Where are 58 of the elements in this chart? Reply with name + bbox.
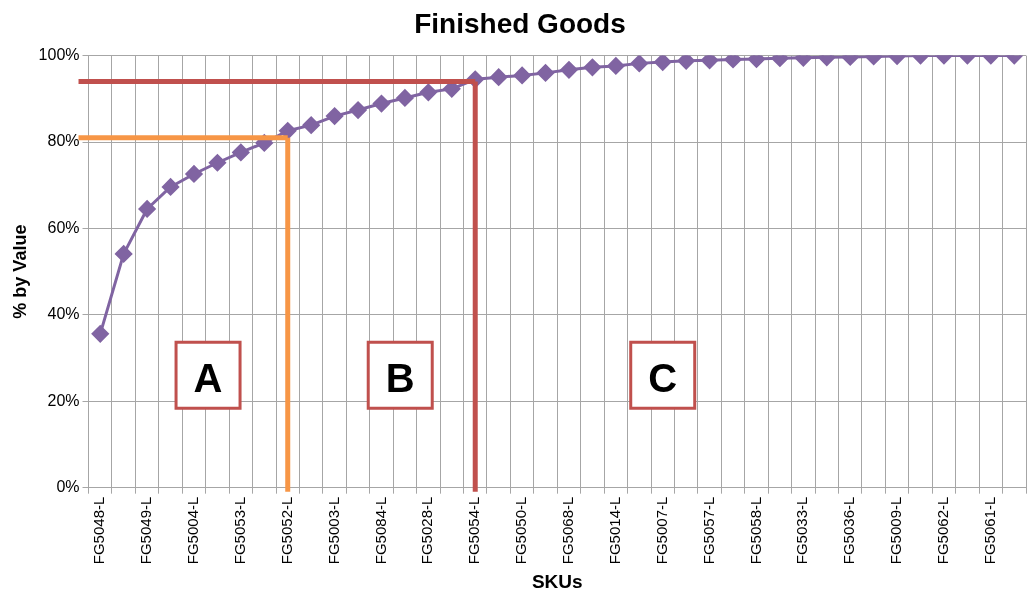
point: [537, 64, 555, 82]
x-tick-label: FG5028-L: [418, 496, 436, 565]
point: [279, 122, 297, 140]
point: [724, 55, 742, 68]
annotation: C: [648, 356, 678, 401]
point: [560, 61, 578, 79]
point: [162, 178, 180, 196]
y-tick-label: 80%: [47, 132, 80, 150]
point: [349, 101, 367, 119]
point: [630, 55, 648, 72]
chart-title: Finished Goods: [414, 7, 626, 39]
point: [419, 83, 437, 101]
point: [232, 143, 250, 161]
y-tick-label: 20%: [47, 391, 80, 409]
x-tick-label: FG5061-L: [980, 496, 998, 565]
x-tick-label: FG5009-L: [887, 496, 905, 565]
x-tick-label: FG5033-L: [793, 496, 811, 565]
y-tick-label: 40%: [47, 305, 80, 323]
point: [208, 154, 226, 172]
point: [91, 325, 109, 343]
x-tick-label: FG5052-L: [277, 496, 295, 565]
x-axis-title: SKUs: [531, 570, 583, 592]
point: [677, 55, 695, 70]
x-tick-label: FG5068-L: [559, 496, 577, 565]
x-tick-label: FG5062-L: [934, 496, 952, 565]
point: [583, 58, 601, 76]
point: [302, 116, 320, 134]
x-tick-label: FG5048-L: [90, 496, 108, 565]
x-tick-label: FG5003-L: [324, 496, 342, 565]
x-tick-label: FG5007-L: [652, 496, 670, 565]
point: [607, 57, 625, 75]
x-tick-label: FG5058-L: [746, 496, 764, 565]
x-tick-label: FG5050-L: [512, 496, 530, 565]
x-tick-label: FG5053-L: [231, 496, 248, 565]
point: [490, 68, 508, 86]
x-tick-label: FG5084-L: [371, 496, 389, 565]
point: [747, 55, 765, 68]
y-tick-label: 100%: [38, 46, 80, 64]
point: [396, 89, 414, 107]
x-tick-label: FG5004-L: [184, 496, 202, 565]
point: [372, 95, 390, 113]
point: [185, 165, 203, 183]
y-axis-title: % by Value: [9, 224, 30, 319]
annotation: B: [385, 356, 415, 401]
x-tick-label: FG5049-L: [137, 496, 155, 565]
x-tick-label: FG5054-L: [465, 496, 483, 565]
y-tick-label: 60%: [47, 218, 80, 236]
annotation: A: [193, 356, 223, 401]
point: [326, 107, 344, 125]
x-tick-label: FG5036-L: [840, 496, 858, 565]
point: [513, 66, 531, 84]
point: [654, 55, 672, 71]
point: [701, 55, 719, 69]
point: [138, 200, 156, 218]
point: [115, 245, 133, 263]
x-tick-label: FG5014-L: [605, 496, 623, 565]
x-tick-label: FG5057-L: [699, 496, 717, 565]
y-tick-label: 0%: [56, 478, 80, 496]
